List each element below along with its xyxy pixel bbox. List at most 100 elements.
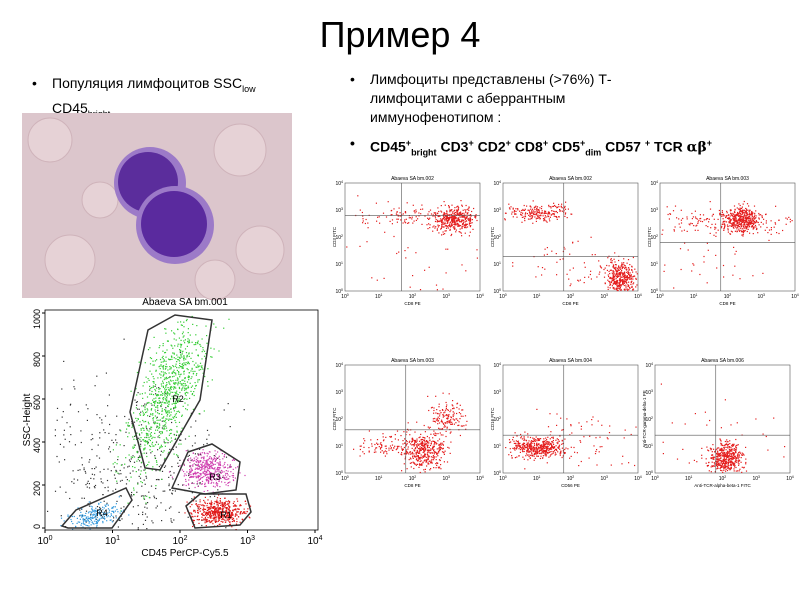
dot: [613, 271, 615, 273]
dot: [457, 218, 459, 220]
dot: [56, 455, 58, 458]
tick-base: 10: [656, 294, 662, 300]
dot: [399, 212, 401, 214]
dot: [456, 212, 458, 214]
dot: [419, 458, 421, 460]
tick-base: 10: [375, 294, 381, 300]
dot: [442, 218, 444, 220]
dot: [608, 275, 610, 278]
dot: [230, 513, 233, 515]
dot: [242, 512, 244, 514]
dot: [365, 218, 367, 221]
dot: [743, 230, 745, 232]
dot: [167, 413, 169, 416]
dot: [735, 220, 737, 222]
dot: [223, 477, 225, 479]
dot: [630, 281, 632, 283]
dot: [219, 512, 221, 514]
dot: [632, 288, 634, 290]
dot: [441, 223, 443, 225]
dot: [622, 263, 624, 265]
dot: [103, 513, 105, 515]
dot: [204, 482, 206, 484]
dot: [456, 206, 458, 208]
dot: [436, 419, 439, 421]
dot: [617, 269, 619, 271]
dot: [532, 215, 534, 217]
dot: [135, 401, 137, 403]
dot: [717, 218, 719, 220]
dot: [606, 269, 608, 271]
dot: [147, 349, 150, 351]
dot: [420, 433, 422, 435]
dot: [82, 526, 84, 528]
dot: [228, 509, 230, 511]
dot: [210, 457, 212, 459]
dot: [176, 411, 178, 413]
dot: [173, 332, 175, 334]
dot: [556, 212, 558, 214]
dot: [165, 418, 167, 420]
dot: [195, 464, 197, 466]
dot: [206, 505, 208, 507]
dot: [706, 282, 708, 284]
dot: [199, 501, 201, 503]
dot: [195, 343, 197, 346]
dot: [615, 274, 617, 276]
rbc: [81, 181, 119, 219]
dot: [442, 414, 445, 416]
dot: [145, 465, 148, 467]
sup: +: [644, 138, 651, 148]
dot: [447, 217, 449, 219]
tick-label: 100: [656, 293, 664, 300]
dot: [410, 462, 413, 464]
dot: [667, 213, 669, 216]
dot: [626, 268, 628, 271]
dot: [412, 461, 414, 463]
dot: [121, 479, 123, 481]
dot: [610, 277, 612, 279]
dot: [462, 225, 464, 228]
dot: [622, 266, 624, 268]
dot: [214, 458, 216, 460]
dot: [168, 411, 170, 413]
dot: [185, 408, 187, 410]
dot: [512, 265, 514, 267]
dot: [164, 368, 166, 370]
dot: [468, 206, 470, 208]
dot: [143, 469, 145, 471]
dot: [128, 418, 130, 420]
dot: [443, 415, 445, 417]
dot: [95, 520, 98, 523]
dot: [413, 449, 415, 451]
dot: [417, 448, 419, 450]
dot: [743, 209, 745, 211]
dot: [448, 205, 450, 207]
dot: [146, 381, 148, 383]
dot: [730, 219, 732, 221]
dot: [140, 461, 143, 463]
dot: [727, 226, 729, 228]
dot: [168, 410, 170, 412]
dot: [564, 208, 567, 210]
dot: [183, 484, 185, 486]
dot: [700, 217, 702, 220]
dot: [163, 420, 165, 422]
dot: [437, 466, 439, 468]
dot: [176, 425, 178, 428]
dot: [416, 440, 418, 442]
dot: [107, 504, 109, 506]
dot: [558, 216, 560, 218]
dot: [746, 209, 748, 211]
dot: [471, 210, 473, 213]
dot: [211, 356, 213, 358]
dot: [162, 366, 164, 368]
dot: [729, 210, 732, 212]
dot: [451, 215, 453, 218]
dot: [54, 435, 56, 437]
dot: [96, 526, 98, 528]
dot: [716, 267, 718, 269]
dot: [454, 228, 456, 230]
dot: [613, 267, 615, 269]
dot: [170, 428, 172, 431]
